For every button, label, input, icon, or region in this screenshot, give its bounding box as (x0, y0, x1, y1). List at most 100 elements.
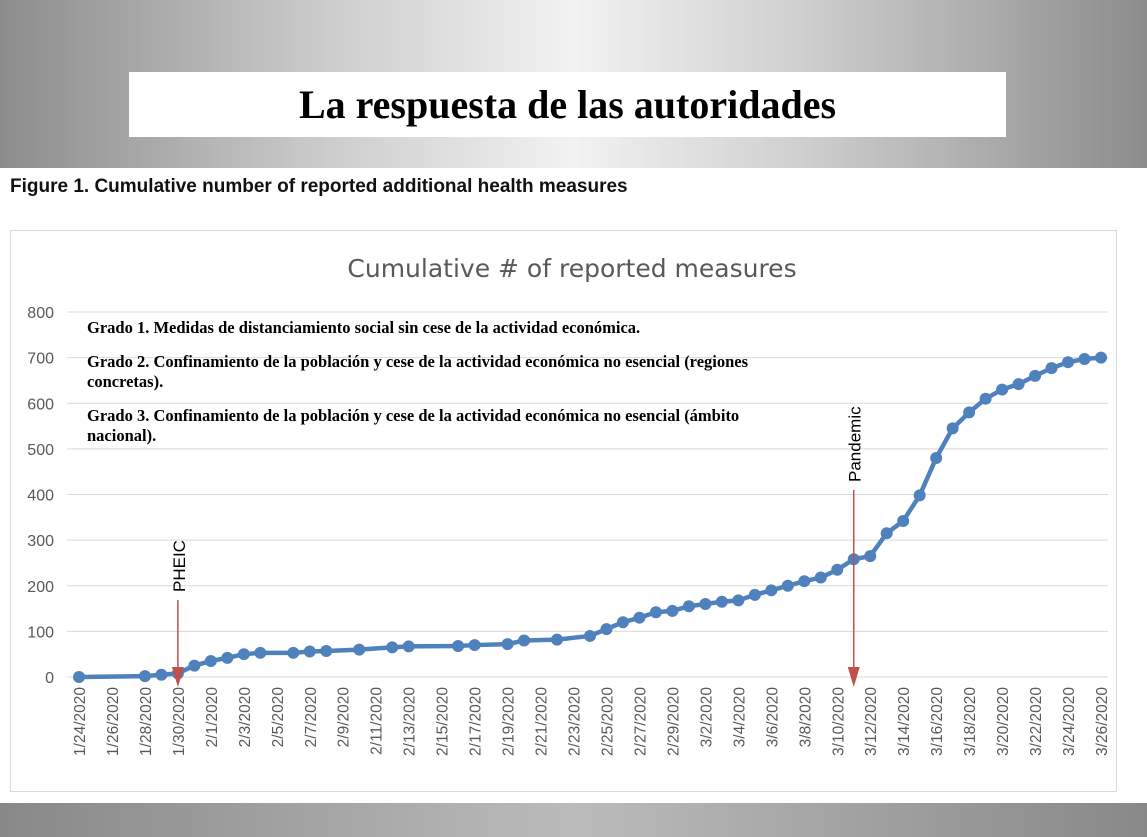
x-tick-label: 2/21/2020 (534, 687, 551, 756)
data-point (1045, 362, 1058, 375)
data-point (551, 633, 564, 646)
y-tick-label: 0 (45, 670, 54, 687)
x-tick-label: 1/30/2020 (171, 687, 188, 756)
slide-title: La respuesta de las autoridades (298, 82, 837, 127)
data-point (814, 571, 827, 584)
data-point (303, 645, 316, 658)
x-tick-label: 3/8/2020 (797, 687, 814, 748)
x-tick-label: 2/7/2020 (303, 687, 320, 748)
note-grade-3: Grado 3. Confinamiento de la población y… (87, 406, 740, 445)
data-point (616, 616, 629, 629)
annotation-label-pandemic: Pandemic (846, 406, 865, 482)
x-tick-label: 3/6/2020 (764, 687, 781, 748)
series-line (78, 355, 1102, 680)
data-point (1095, 351, 1107, 364)
y-tick-label: 600 (27, 396, 54, 413)
data-point (287, 646, 300, 659)
data-point (320, 644, 333, 657)
data-point (699, 598, 712, 610)
note-grade-2: Grado 2. Confinamiento de la población y… (87, 352, 749, 391)
data-point (188, 659, 201, 672)
y-tick-label: 100 (27, 624, 54, 641)
data-point (715, 595, 728, 608)
data-point (237, 648, 250, 661)
data-point (897, 514, 910, 527)
grade-notes: Grado 1. Medidas de distanciamiento soci… (87, 318, 787, 460)
x-tick-label: 2/23/2020 (567, 687, 584, 756)
x-tick-label: 3/20/2020 (995, 687, 1012, 756)
data-point (649, 606, 662, 619)
y-tick-label: 300 (27, 533, 54, 550)
data-point (748, 588, 761, 601)
data-point (204, 655, 217, 668)
data-point (864, 550, 877, 563)
y-tick-label: 400 (27, 488, 54, 505)
data-point (979, 392, 992, 405)
data-point (155, 668, 168, 681)
data-point (138, 670, 151, 683)
figure-caption: Figure 1. Cumulative number of reported … (10, 176, 628, 197)
x-tick-label: 1/26/2020 (105, 687, 122, 756)
data-point (831, 563, 844, 576)
data-point (880, 527, 893, 540)
x-tick-label: 3/18/2020 (962, 687, 979, 756)
annotation-label-pheic: PHEIC (170, 540, 189, 592)
x-tick-label: 2/1/2020 (204, 687, 221, 748)
y-tick-label: 800 (27, 305, 54, 322)
annotation-arrowhead (847, 667, 860, 687)
data-point (221, 651, 234, 664)
data-point (518, 634, 531, 647)
x-tick-label: 2/5/2020 (270, 687, 287, 748)
data-point (930, 452, 943, 464)
x-tick-label: 2/25/2020 (599, 687, 616, 756)
x-tick-label: 2/3/2020 (237, 687, 254, 748)
data-point (913, 489, 926, 502)
x-tick-label: 2/17/2020 (468, 687, 485, 756)
data-point (798, 575, 811, 588)
x-tick-label: 1/28/2020 (138, 687, 155, 756)
y-tick-label: 500 (27, 442, 54, 459)
chart-title: Cumulative # of reported measures (347, 254, 796, 283)
x-tick-label: 2/13/2020 (402, 687, 419, 756)
data-point (666, 604, 679, 617)
x-tick-label: 2/15/2020 (435, 687, 452, 756)
data-point (732, 594, 745, 607)
data-point (1029, 369, 1042, 382)
x-tick-label: 3/10/2020 (830, 687, 847, 756)
data-point (353, 643, 366, 656)
data-point (254, 646, 267, 659)
data-point (1078, 352, 1091, 365)
y-tick-label: 700 (27, 351, 54, 368)
x-tick-label: 3/24/2020 (1061, 687, 1078, 756)
data-point (468, 639, 481, 652)
data-point (1012, 378, 1025, 391)
data-point (600, 623, 613, 636)
x-tick-label: 2/27/2020 (632, 687, 649, 756)
data-point (402, 640, 415, 653)
x-tick-label: 2/19/2020 (501, 687, 518, 756)
data-point (765, 584, 778, 597)
x-tick-label: 3/14/2020 (896, 687, 913, 756)
x-tick-label: 3/2/2020 (698, 687, 715, 748)
x-tick-label: 2/29/2020 (665, 687, 682, 756)
x-tick-label: 2/11/2020 (369, 687, 386, 755)
data-point (946, 422, 959, 435)
x-tick-label: 3/26/2020 (1094, 687, 1111, 756)
chart-frame (10, 230, 1117, 792)
slide-bottom-band (0, 803, 1147, 837)
data-point (682, 600, 695, 613)
data-point (996, 383, 1009, 396)
x-tick-label: 3/4/2020 (731, 687, 748, 748)
x-tick-label: 3/22/2020 (1028, 687, 1045, 756)
data-point (452, 639, 465, 652)
data-point (501, 638, 514, 651)
data-point (386, 641, 399, 654)
data-point (633, 611, 646, 624)
x-tick-label: 2/9/2020 (336, 687, 353, 748)
figure-panel (0, 168, 1147, 803)
x-tick-label: 3/16/2020 (929, 687, 946, 756)
slide-title-box: La respuesta de las autoridades (129, 72, 1006, 137)
data-point (73, 671, 85, 683)
x-tick-label: 1/24/2020 (72, 687, 89, 756)
